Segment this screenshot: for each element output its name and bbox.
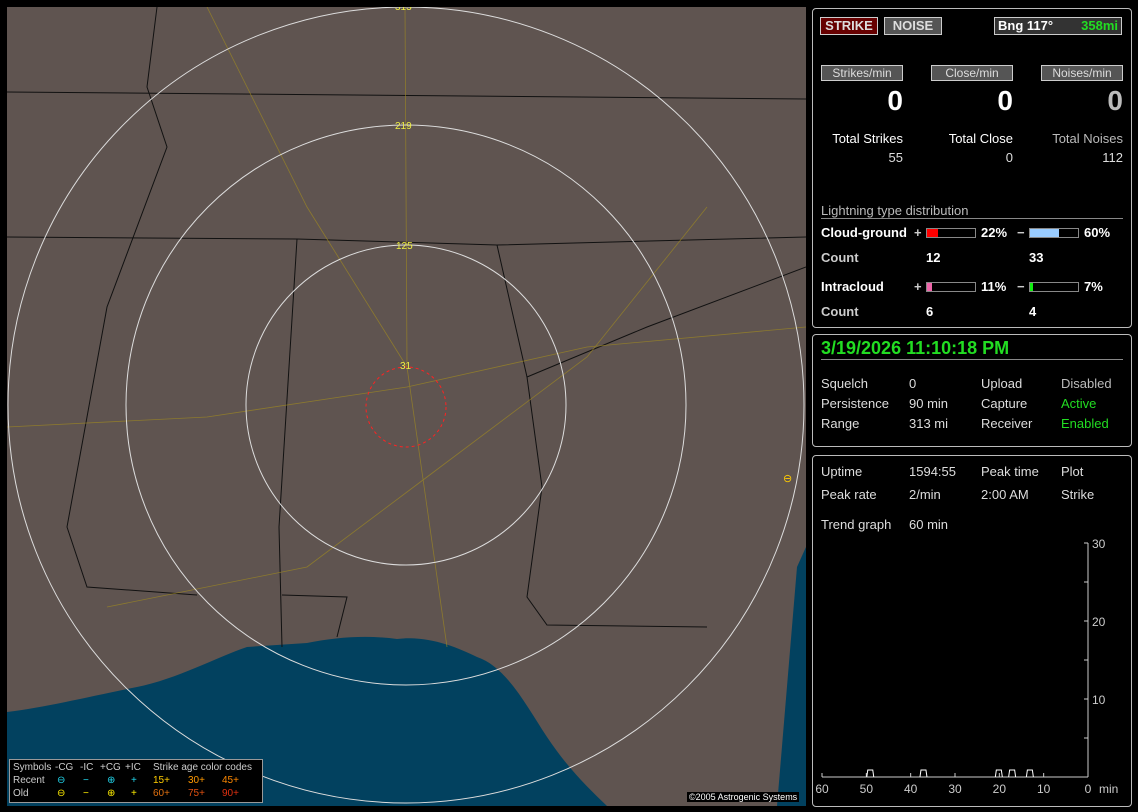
range-rings <box>7 7 805 804</box>
cg-positive-bar <box>926 228 976 238</box>
legend-header: Strike age color codes <box>153 762 252 773</box>
cg-label: Cloud-ground <box>821 225 907 240</box>
strikes-min-value: 0 <box>887 85 903 116</box>
cg-negative-count: 33 <box>1029 250 1044 265</box>
peak-rate-value: 2/min <box>909 487 941 502</box>
pos-ic-old-icon: + <box>131 788 137 799</box>
age-code: 60+ <box>153 788 170 799</box>
noises-min-button[interactable]: Noises/min <box>1041 65 1123 81</box>
datetime: 3/19/2026 11:10:18 PM <box>821 338 1123 360</box>
legend-recent-label: Recent <box>13 775 45 786</box>
neg-cg-recent-icon: ⊖ <box>57 775 66 786</box>
close-min-button[interactable]: Close/min <box>931 65 1013 81</box>
strikes-min-button[interactable]: Strikes/min <box>821 65 903 81</box>
bearing: Bng 117° <box>998 18 1054 33</box>
setting-label: Upload <box>981 376 1023 391</box>
peak-time-label: Peak time <box>981 464 1039 479</box>
age-code: 45+ <box>222 775 239 786</box>
count-label: Count <box>821 250 859 265</box>
noise-button[interactable]: NOISE <box>884 17 942 35</box>
plus-sign: + <box>914 279 922 294</box>
plus-sign: + <box>914 225 922 240</box>
legend-header: -IC <box>80 762 94 773</box>
setting-label: Persistence <box>821 396 889 411</box>
ring-label-219: 219 <box>395 121 412 132</box>
legend-header: Symbols <box>13 762 52 773</box>
distance: 358mi <box>1081 18 1118 33</box>
plot-label: Plot <box>1061 464 1084 479</box>
pos-cg-old-icon: ⊕ <box>107 788 116 799</box>
ic-negative-count: 4 <box>1029 304 1037 319</box>
setting-status: Enabled <box>1061 416 1109 431</box>
neg-ic-recent-icon: − <box>83 775 89 786</box>
ic-positive-pct: 11% <box>981 279 1007 294</box>
legend-header: +CG <box>100 762 121 773</box>
ring-label-31: 31 <box>400 361 412 372</box>
plot-value[interactable]: Strike <box>1061 487 1095 502</box>
state-borders <box>7 7 806 648</box>
age-code: 75+ <box>188 788 205 799</box>
legend-header: -CG <box>55 762 74 773</box>
neg-cg-old-icon: ⊖ <box>57 788 66 799</box>
uptime-value: 1594:55 <box>909 464 956 479</box>
total-strikes-value: 55 <box>888 150 903 165</box>
setting-label: Squelch <box>821 376 868 391</box>
uptime-label: Uptime <box>821 464 863 479</box>
cg-positive-pct: 22% <box>981 225 1008 240</box>
total-strikes-label: Total Strikes <box>832 131 903 146</box>
ic-positive-count: 6 <box>926 304 934 319</box>
legend-old-label: Old <box>13 788 29 799</box>
total-noises-value: 112 <box>1102 150 1123 165</box>
setting-label: Receiver <box>981 416 1033 431</box>
peak-time-value: 2:00 AM <box>981 487 1029 502</box>
neg-ic-old-icon: − <box>83 788 89 799</box>
cg-positive-count: 12 <box>926 250 941 265</box>
setting-label: Range <box>821 416 860 431</box>
strike-button[interactable]: STRIKE <box>820 17 878 35</box>
age-code: 30+ <box>188 775 205 786</box>
count-label: Count <box>821 304 859 319</box>
ic-positive-bar <box>926 282 976 292</box>
ic-label: Intracloud <box>821 279 884 294</box>
bearing-display: Bng 117° 358mi <box>994 17 1122 35</box>
legend-header: +IC <box>125 762 141 773</box>
status-panel: STRIKE NOISE Bng 117° 358mi Strikes/min … <box>812 8 1132 328</box>
pos-cg-recent-icon: ⊕ <box>107 775 116 786</box>
setting-value: 0 <box>909 376 917 391</box>
stats-panel: Uptime 1594:55 Peak time Plot Peak rate … <box>812 455 1132 807</box>
ring-label-125: 125 <box>396 241 413 252</box>
copyright: ©2005 Astrogenic Systems <box>687 792 800 802</box>
trend-value: 60 min <box>909 517 949 532</box>
strike-marker-icon: ⊖ <box>783 473 793 485</box>
ic-negative-pct: 7% <box>1084 279 1103 294</box>
peak-rate-label: Peak rate <box>821 487 877 502</box>
strike-map[interactable]: 313 219 125 31 ⊖ ©2005 Astrogenic System… <box>7 7 806 806</box>
setting-value: 90 min <box>909 396 949 411</box>
ic-negative-bar <box>1029 282 1079 292</box>
close-min-value: 0 <box>997 85 1013 116</box>
pos-ic-recent-icon: + <box>131 775 137 786</box>
ring-label-313: 313 <box>395 7 412 13</box>
total-close-value: 0 <box>1005 150 1013 165</box>
atlantic-water <box>777 547 806 806</box>
settings-panel: 3/19/2026 11:10:18 PM Squelch 0 Upload Disa… <box>812 334 1132 447</box>
total-close-label: Total Close <box>948 131 1013 146</box>
cg-negative-bar <box>1029 228 1079 238</box>
setting-value: 313 mi <box>909 416 949 431</box>
map-legend: Symbols -CG -IC +CG +IC Strike age color… <box>9 759 263 803</box>
setting-status: Active <box>1061 396 1097 411</box>
minus-sign: − <box>1017 225 1025 240</box>
noises-min-value: 0 <box>1107 85 1123 116</box>
total-noises-label: Total Noises <box>1052 131 1123 146</box>
setting-label: Capture <box>981 396 1028 411</box>
close-range-ring <box>365 366 447 448</box>
highways <box>7 7 806 648</box>
distribution-title: Lightning type distribution <box>821 203 1123 219</box>
age-code: 15+ <box>153 775 170 786</box>
age-code: 90+ <box>222 788 239 799</box>
cg-negative-pct: 60% <box>1084 225 1111 240</box>
minus-sign: − <box>1017 279 1025 294</box>
setting-status: Disabled <box>1061 376 1112 391</box>
trend-label: Trend graph <box>821 517 892 532</box>
